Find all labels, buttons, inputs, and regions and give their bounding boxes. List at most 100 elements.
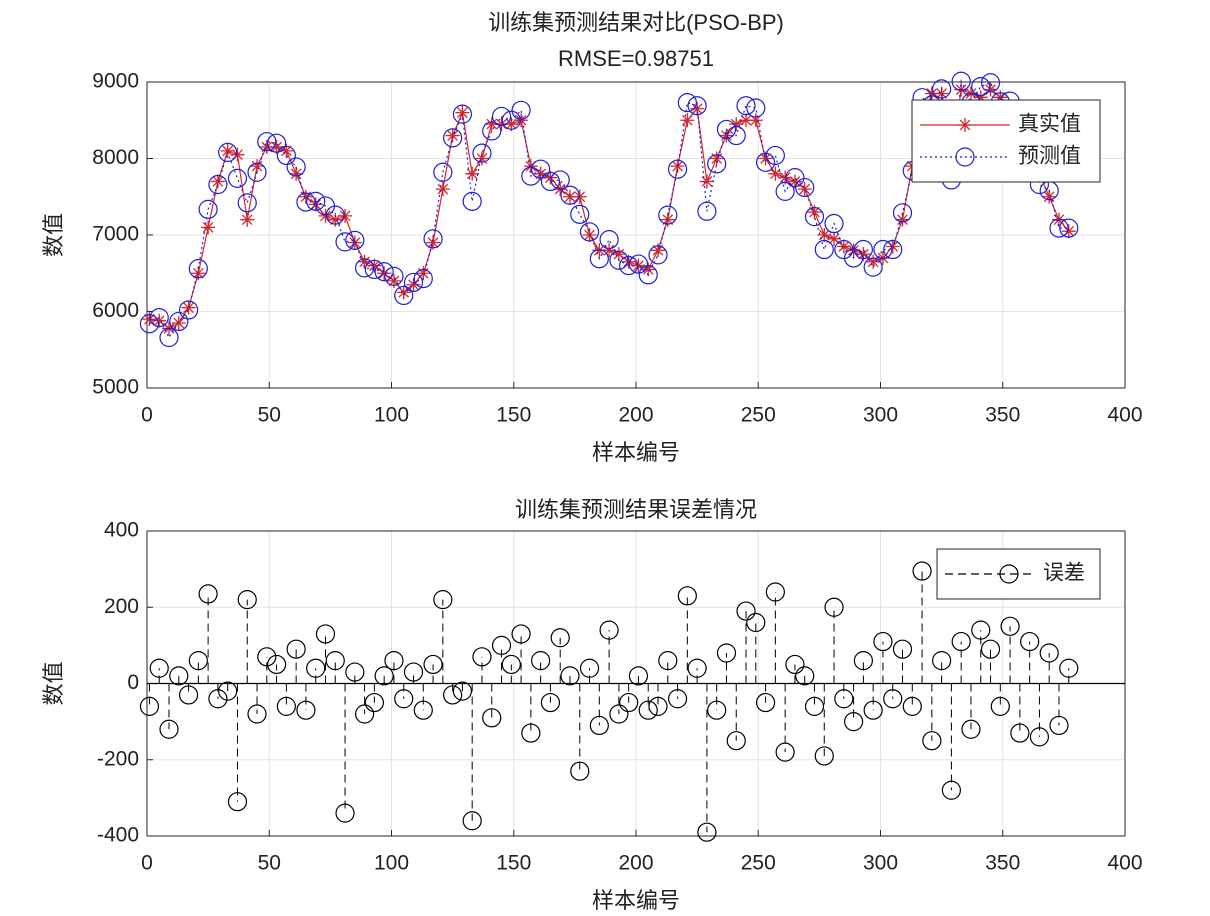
asterisk-marker — [435, 182, 450, 197]
circle-marker — [922, 731, 942, 751]
circle-marker — [364, 259, 384, 280]
circle-marker — [883, 239, 903, 260]
circle-marker — [707, 700, 727, 720]
circle-marker — [384, 651, 404, 671]
circle-marker — [658, 205, 678, 225]
circle-marker — [237, 193, 257, 213]
circle-marker — [266, 133, 287, 153]
circle-marker — [648, 245, 668, 265]
circle-marker — [785, 654, 805, 675]
circle-marker — [159, 327, 179, 348]
circle-marker — [149, 308, 169, 328]
circle-marker — [853, 651, 873, 671]
y-axis-label: 数值 — [41, 213, 66, 257]
circle-marker — [355, 704, 375, 724]
asterisk-marker — [739, 113, 754, 128]
circle-marker — [971, 620, 991, 640]
asterisk-marker — [1061, 224, 1076, 239]
circle-marker — [765, 582, 785, 602]
circle-marker — [755, 152, 776, 172]
circle-marker — [667, 159, 688, 179]
asterisk-marker — [680, 113, 695, 128]
circle-marker — [257, 132, 277, 152]
asterisk-marker — [396, 285, 411, 300]
y-tick-label: 0 — [127, 671, 139, 694]
circle-marker — [286, 639, 306, 659]
asterisk-marker — [386, 273, 401, 288]
asterisk-marker — [797, 182, 812, 197]
circle-marker — [560, 185, 580, 205]
circle-marker — [716, 643, 737, 663]
circle-marker — [531, 651, 551, 671]
chart-title: 训练集预测结果误差情况 — [515, 497, 757, 522]
asterisk-marker — [416, 266, 431, 281]
asterisk-marker — [572, 189, 587, 204]
circle-marker — [394, 689, 414, 709]
circle-marker — [452, 104, 473, 124]
asterisk-marker — [426, 235, 441, 250]
circle-marker — [511, 100, 531, 120]
asterisk-marker — [474, 151, 489, 166]
circle-marker — [971, 76, 991, 97]
x-tick-label: 350 — [985, 852, 1020, 875]
x-tick-label: 200 — [618, 852, 653, 875]
circle-marker — [736, 96, 756, 116]
circle-marker — [775, 181, 795, 201]
asterisk-marker — [171, 315, 186, 330]
asterisk-marker — [631, 258, 646, 273]
y-tick-label: 7000 — [92, 223, 139, 246]
circle-marker — [658, 651, 678, 671]
circle-marker — [335, 232, 355, 252]
circle-marker — [570, 204, 590, 224]
circle-marker — [873, 239, 893, 260]
asterisk-marker — [973, 90, 988, 105]
circle-marker — [1049, 218, 1069, 238]
circle-marker — [902, 696, 922, 716]
axes-box — [146, 81, 1126, 389]
circle-marker — [697, 822, 717, 842]
asterisk-marker — [338, 208, 353, 223]
asterisk-marker — [240, 212, 255, 227]
circle-marker — [1059, 218, 1079, 238]
circle-marker — [345, 662, 365, 682]
circle-marker — [775, 742, 795, 762]
asterisk-marker — [377, 266, 392, 281]
x-tick-label: 100 — [374, 404, 409, 427]
circle-marker — [394, 285, 414, 306]
circle-marker — [804, 207, 825, 227]
circle-marker — [814, 746, 834, 766]
asterisk-marker — [181, 300, 196, 315]
circle-marker — [374, 666, 394, 686]
circle-marker — [589, 715, 609, 736]
asterisk-marker — [768, 166, 783, 181]
y-tick-label: 5000 — [92, 376, 139, 399]
circle-marker — [306, 191, 326, 211]
circle-marker — [795, 177, 815, 198]
circle-marker — [746, 98, 766, 118]
circle-marker — [355, 258, 375, 278]
asterisk-marker — [289, 166, 304, 181]
circle-marker — [491, 635, 512, 655]
asterisk-marker — [562, 189, 577, 204]
circle-marker — [560, 666, 580, 686]
circle-marker — [247, 162, 267, 182]
circle-marker — [980, 73, 1001, 93]
asterisk-marker — [465, 166, 480, 181]
circle-marker — [188, 259, 208, 279]
asterisk-marker — [201, 220, 216, 235]
circle-marker — [178, 300, 199, 320]
circle-marker — [462, 811, 482, 831]
circle-marker — [218, 681, 238, 701]
asterisk-marker — [210, 174, 225, 189]
circle-marker — [149, 658, 169, 678]
asterisk-marker — [445, 128, 460, 143]
circle-marker — [589, 249, 609, 269]
asterisk-marker — [455, 105, 470, 120]
x-tick-label: 400 — [1107, 852, 1142, 875]
circle-marker — [619, 692, 639, 713]
circle-marker — [296, 700, 316, 720]
circle-marker — [638, 265, 658, 285]
circle-marker — [892, 639, 913, 659]
circle-marker — [961, 719, 981, 739]
circle-marker — [707, 154, 727, 174]
